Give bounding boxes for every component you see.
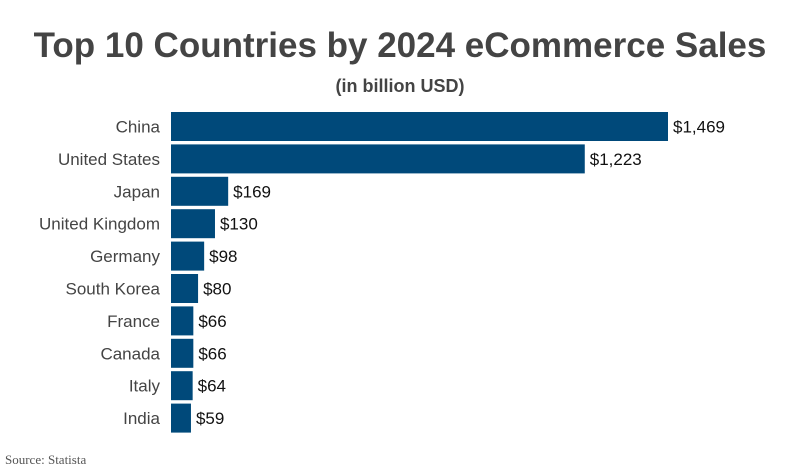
- category-label: Germany: [90, 247, 160, 266]
- data-label: $1,223: [590, 150, 642, 169]
- bar-italy: [171, 371, 193, 401]
- data-label: $130: [220, 215, 258, 234]
- chart-title: Top 10 Countries by 2024 eCommerce Sales: [33, 26, 767, 65]
- category-label: Italy: [129, 377, 161, 396]
- bar-united-states: [171, 144, 585, 174]
- data-label: $98: [209, 247, 237, 266]
- bar-france: [171, 306, 194, 336]
- bar-canada: [171, 338, 194, 368]
- data-label: $169: [233, 182, 271, 201]
- category-label: Japan: [114, 182, 160, 201]
- data-label: $80: [203, 280, 231, 299]
- bar-india: [171, 403, 191, 433]
- data-label: $66: [198, 344, 226, 363]
- chart-subtitle: (in billion USD): [335, 76, 465, 96]
- data-label: $1,469: [673, 118, 725, 137]
- data-label: $64: [198, 377, 226, 396]
- bar-south-korea: [171, 274, 199, 303]
- category-label: China: [116, 118, 161, 137]
- category-label: Canada: [100, 344, 160, 363]
- category-label: France: [107, 312, 160, 331]
- bar-united-kingdom: [171, 209, 215, 239]
- bar-china: [171, 112, 668, 141]
- category-label: India: [123, 409, 160, 428]
- category-label: South Korea: [65, 280, 160, 299]
- data-label: $59: [196, 409, 224, 428]
- category-label: United Kingdom: [39, 215, 160, 234]
- bar-japan: [171, 176, 229, 206]
- source-note: Source: Statista: [5, 452, 87, 467]
- data-label: $66: [198, 312, 226, 331]
- bar-germany: [171, 241, 205, 271]
- category-label: United States: [58, 150, 160, 169]
